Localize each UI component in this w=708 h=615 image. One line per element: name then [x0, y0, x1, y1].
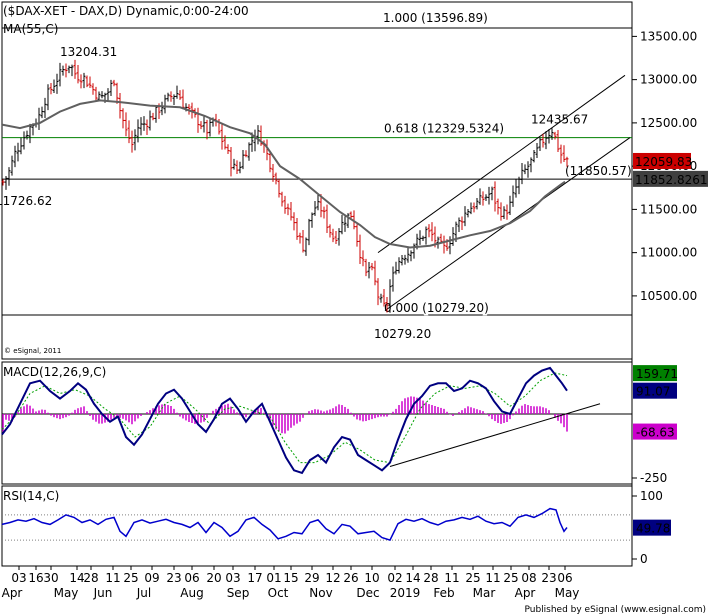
x-day-label: 12	[325, 571, 340, 585]
x-day-label: 16	[28, 571, 43, 585]
annotation-label: 13204.31	[60, 45, 117, 59]
price-y-tick-label: 11000.00	[640, 246, 697, 260]
copyright-label: © eSignal, 2011	[4, 347, 61, 355]
macd-value-label: 91.07	[636, 385, 670, 399]
x-day-label: 25	[503, 571, 518, 585]
price-y-tick-label: 11500.00	[640, 202, 697, 216]
price-panel-frame	[1, 1, 633, 360]
fib-level-label: 1.000 (13596.89)	[383, 11, 488, 25]
macd-panel-frame	[1, 361, 633, 485]
x-month-label: Jun	[93, 586, 113, 600]
x-day-label: 09	[144, 571, 159, 585]
macd-value-box	[633, 423, 677, 440]
x-day-label: 20	[206, 571, 221, 585]
x-month-label: Sep	[227, 586, 250, 600]
x-day-label: 26	[343, 571, 358, 585]
price-value-box	[633, 152, 691, 169]
x-day-label: 23	[166, 571, 181, 585]
x-day-label: 17	[247, 571, 262, 585]
macd-value-box	[633, 365, 677, 382]
x-month-label: Apr	[2, 586, 23, 600]
macd-histogram	[2, 396, 568, 434]
macd-value-label: 159.71	[636, 367, 678, 381]
x-day-label: 28	[423, 571, 438, 585]
annotation-label: 11726.62	[0, 194, 52, 208]
macd-line	[1, 366, 568, 475]
x-day-label: 11	[444, 571, 459, 585]
chart-title: ($DAX-XET - DAX,D) Dynamic,0:00-24:00	[3, 4, 249, 18]
price-y-tick-label: 12500.00	[640, 116, 697, 130]
x-day-label: 14	[405, 571, 420, 585]
footer-credit: Published by eSignal (www.esignal.com)	[524, 605, 706, 615]
x-month-label: Aug	[180, 586, 203, 600]
annotation-label: 10279.20	[374, 327, 431, 341]
x-day-label: 01	[266, 571, 281, 585]
rsi-panel-frame	[1, 485, 633, 567]
x-month-label: Feb	[433, 586, 454, 600]
x-day-label: 25	[465, 571, 480, 585]
x-month-label: 2019	[390, 586, 421, 600]
rsi-y-tick-label: 0	[640, 552, 648, 566]
x-day-label: 08	[521, 571, 536, 585]
x-day-label: 23	[541, 571, 556, 585]
x-day-label: 06	[184, 571, 199, 585]
price-y-tick-label: 13500.00	[640, 29, 697, 43]
rsi-y-tick-label: 100	[640, 489, 663, 503]
macd-signal-line	[1, 372, 568, 464]
price-y-tick-label: 10500.00	[640, 289, 697, 303]
x-day-label: 03	[11, 571, 26, 585]
rsi-title: RSI(14,C)	[3, 489, 59, 503]
x-day-label: 02	[387, 571, 402, 585]
price-y-tick-label: 13000.00	[640, 73, 697, 87]
rsi-line	[1, 507, 568, 542]
x-month-label: Dec	[356, 586, 379, 600]
x-month-label: Oct	[268, 586, 289, 600]
x-day-label: 25	[123, 571, 138, 585]
x-day-label: 11	[485, 571, 500, 585]
x-day-label: 29	[304, 571, 319, 585]
ma-indicator-label: MA(55,C)	[3, 22, 58, 36]
x-month-label: May	[555, 586, 580, 600]
x-day-label: 14	[69, 571, 84, 585]
fib-level-label: 0.000 (10279.20)	[384, 301, 489, 315]
x-month-label: Mar	[473, 586, 496, 600]
x-day-label: 03	[225, 571, 240, 585]
fib-level-label: 0.618 (12329.5324)	[384, 122, 504, 136]
x-day-label: 11	[105, 571, 120, 585]
rsi-value-box	[633, 519, 671, 536]
price-value-label: 12059.83	[635, 155, 692, 169]
x-day-label: 10	[364, 571, 379, 585]
annotation-label: 12435.67	[531, 112, 588, 126]
macd-value-label: -68.63	[636, 426, 675, 440]
price-value-box	[633, 170, 708, 187]
price-value-label: 11852.8261	[635, 173, 708, 187]
macd-value-box	[633, 382, 677, 399]
macd-title: MACD(12,26,9,C)	[3, 365, 106, 379]
channel-line	[377, 74, 626, 254]
x-month-label: May	[54, 586, 79, 600]
rsi-value-label: 49.78	[636, 522, 670, 536]
x-month-label: Nov	[309, 586, 332, 600]
x-month-label: Apr	[515, 586, 536, 600]
x-day-label: 30	[43, 571, 58, 585]
x-day-label: 15	[283, 571, 298, 585]
x-day-label: 06	[557, 571, 572, 585]
x-month-label: Jul	[136, 586, 151, 600]
macd-trendline	[389, 403, 601, 467]
fib-level-label: (11850.57)	[565, 164, 632, 178]
ma-55-line	[1, 99, 566, 249]
x-day-label: 28	[83, 571, 98, 585]
macd-y-tick-label: -250	[640, 471, 667, 485]
